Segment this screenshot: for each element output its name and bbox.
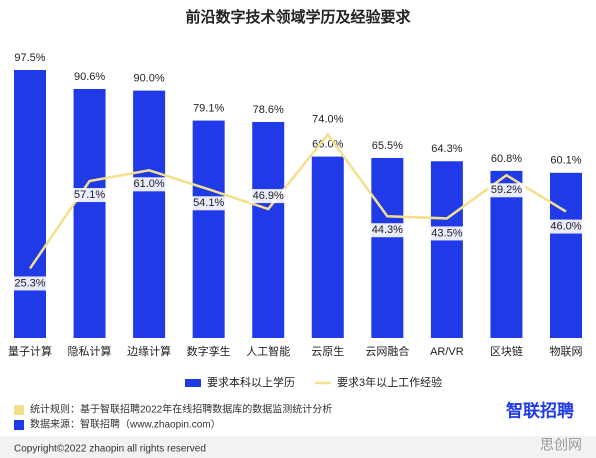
bar	[252, 121, 285, 338]
line-label-bg	[368, 223, 407, 238]
line-label-bg	[130, 177, 169, 192]
legend-label: 要求本科以上学历	[207, 375, 295, 389]
line-label-bg	[427, 226, 466, 241]
x-tick-label: 数字孪生	[187, 344, 231, 358]
legend-label: 要求3年以上工作经验	[337, 375, 442, 389]
bar-value-label: 97.5%	[14, 52, 45, 64]
line-value-label: 54.1%	[193, 197, 224, 209]
line-value-label: 46.0%	[550, 220, 581, 232]
x-tick-label: 量子计算	[8, 344, 52, 358]
legend-swatch	[185, 379, 201, 387]
bar	[73, 88, 106, 338]
bar-value-label: 60.1%	[550, 155, 581, 167]
line-label-bg	[547, 219, 585, 234]
line-label-bg	[308, 112, 347, 127]
bar-value-label: 60.8%	[491, 153, 522, 165]
bar-value-label: 90.0%	[134, 73, 165, 85]
x-tick-label: 人工智能	[246, 344, 290, 358]
line	[28, 132, 567, 270]
bar-value-label: 90.6%	[74, 71, 105, 83]
x-tick-label: AR/VR	[430, 346, 464, 358]
note: 数据来源：智联招聘（www.zhaopin.com）	[30, 418, 221, 431]
line-label-bg	[189, 196, 228, 211]
line-value-label: 57.1%	[74, 189, 105, 201]
line-value-label: 74.0%	[312, 114, 343, 126]
note-swatch	[14, 420, 24, 430]
bar-value-label: 65.5%	[372, 140, 403, 152]
line-value-label: 43.5%	[431, 227, 462, 239]
x-tick-label: 边缘计算	[127, 344, 171, 358]
line-value-label: 44.3%	[372, 224, 403, 236]
copyright: Copyright©2022 zhaopin all rights reserv…	[14, 444, 206, 455]
bar-value-label: 79.1%	[193, 102, 224, 114]
x-tick-label: 区块链	[490, 344, 523, 358]
bar-value-label: 64.3%	[431, 143, 462, 155]
bar	[371, 157, 404, 338]
watermark: 思创网	[540, 437, 582, 453]
footer-band	[0, 436, 596, 458]
line-value-label: 46.9%	[253, 190, 284, 202]
line-label-bg	[487, 183, 526, 198]
note: 统计规则：基于智联招聘2022年在线招聘数据库的数据监测统计分析	[30, 403, 332, 416]
bar	[192, 120, 225, 338]
line-value-label: 59.2%	[491, 184, 522, 196]
bar	[133, 90, 166, 338]
note-swatch	[14, 405, 24, 415]
bar	[550, 172, 582, 338]
bar	[430, 161, 463, 338]
line-value-label: 61.0%	[134, 178, 165, 190]
x-tick-label: 物联网	[550, 344, 583, 358]
bar	[490, 170, 523, 338]
x-tick-label: 云原生	[311, 344, 344, 358]
line-label-bg	[11, 276, 49, 291]
bar	[14, 70, 46, 338]
bar	[311, 156, 344, 338]
chart-title: 前沿数字技术领域学历及经验要求	[185, 8, 411, 26]
line-label-bg	[70, 188, 109, 203]
x-tick-label: 云网融合	[365, 344, 409, 358]
x-tick-label: 隐私计算	[68, 344, 112, 358]
line-label-bg	[249, 189, 288, 204]
bar-value-label: 78.6%	[253, 104, 284, 116]
logo: 智联招聘	[506, 400, 574, 420]
line-value-label: 25.3%	[14, 277, 45, 289]
